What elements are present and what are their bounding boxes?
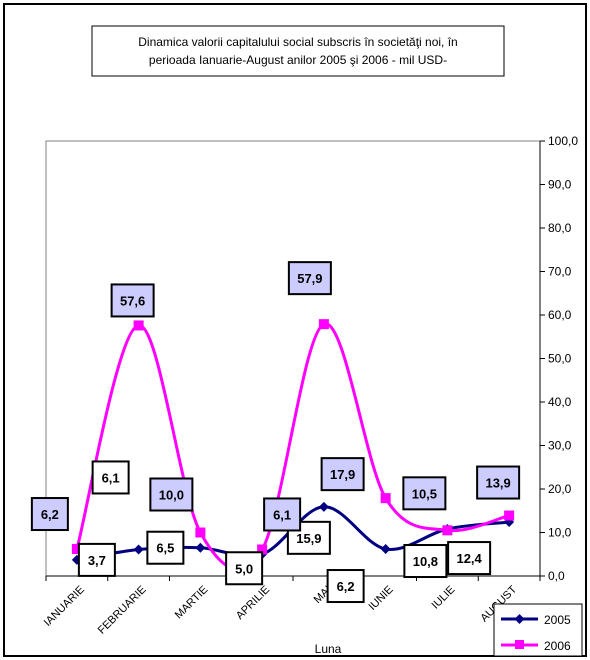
chart-title-line-2: perioada Ianuarie-August anilor 2005 şi … (149, 53, 447, 67)
legend-label-2006: 2006 (544, 639, 571, 653)
data-label-2005: 5,0 (235, 561, 253, 576)
data-label-2005: 3,7 (88, 553, 106, 568)
data-label-box-2006 (149, 477, 194, 512)
y-tick-label: 80,0 (548, 221, 572, 235)
data-label-2005: 6,1 (102, 470, 120, 485)
data-label-box-2006 (287, 261, 332, 296)
point-2005-martie (195, 542, 206, 553)
data-label-box-2006 (30, 497, 69, 532)
data-label-box-2005 (225, 551, 264, 586)
y-tick-label: 30,0 (548, 439, 572, 453)
data-label-2006: 6,1 (273, 507, 291, 522)
data-label-2005: 6,5 (156, 541, 174, 556)
data-label-2005: 10,8 (413, 554, 438, 569)
data-label-box-2005 (77, 542, 116, 577)
y-tick-label: 70,0 (548, 265, 572, 279)
data-label-box-2006 (320, 457, 365, 492)
data-label-box-2005 (326, 569, 365, 604)
data-label-box-2006 (110, 283, 155, 318)
point-2006-iunie (380, 493, 391, 504)
y-tick-label: 100,0 (548, 134, 578, 148)
point-2006-august (504, 510, 515, 521)
point-2006-februarie (133, 320, 144, 331)
y-tick-label: 50,0 (548, 352, 572, 366)
data-label-box-2006 (476, 465, 521, 500)
data-label-2006: 6,2 (41, 507, 59, 522)
data-label-box-2005 (146, 530, 185, 565)
y-tick-label: 90,0 (548, 178, 572, 192)
title-box (91, 25, 505, 77)
y-tick-label: 40,0 (548, 395, 572, 409)
data-label-2005: 15,9 (296, 531, 321, 546)
data-label-box-2005 (91, 460, 130, 495)
legend-marker-2006 (515, 640, 524, 649)
point-2005-februarie (133, 544, 144, 555)
y-tick-label: 60,0 (548, 308, 572, 322)
legend-box (493, 603, 583, 657)
data-label-2006: 10,0 (159, 488, 184, 503)
point-2006-mai (318, 319, 329, 330)
point-2006-ianuarie (71, 544, 82, 555)
y-tick-label: 10,0 (548, 526, 572, 540)
y-tick-label: 20,0 (548, 482, 572, 496)
data-label-2006: 57,9 (297, 271, 322, 286)
point-2006-aprilie (257, 544, 268, 555)
data-label-box-2005 (447, 541, 492, 576)
x-axis-label: Luna (315, 642, 342, 656)
data-label-2006: 10,5 (412, 486, 437, 501)
data-label-box-2006 (402, 476, 447, 511)
point-2006-iulie (442, 525, 453, 536)
data-label-2006: 17,9 (330, 467, 355, 482)
data-label-box-2005 (403, 544, 448, 579)
data-label-2006: 57,6 (120, 293, 145, 308)
point-2006-martie (195, 527, 206, 538)
data-label-2005: 6,2 (337, 579, 355, 594)
legend-marker-2005 (514, 614, 525, 624)
legend-label-2005: 2005 (544, 613, 571, 627)
point-2005-iunie (380, 544, 391, 555)
data-label-2006: 13,9 (485, 476, 510, 491)
y-tick-label: 0,0 (548, 569, 565, 583)
point-2005-mai (318, 501, 329, 512)
data-label-2005: 12,4 (456, 551, 482, 566)
data-label-box-2006 (263, 497, 302, 532)
chart-title-line-1: Dinamica valorii capitalului social subs… (138, 35, 457, 49)
